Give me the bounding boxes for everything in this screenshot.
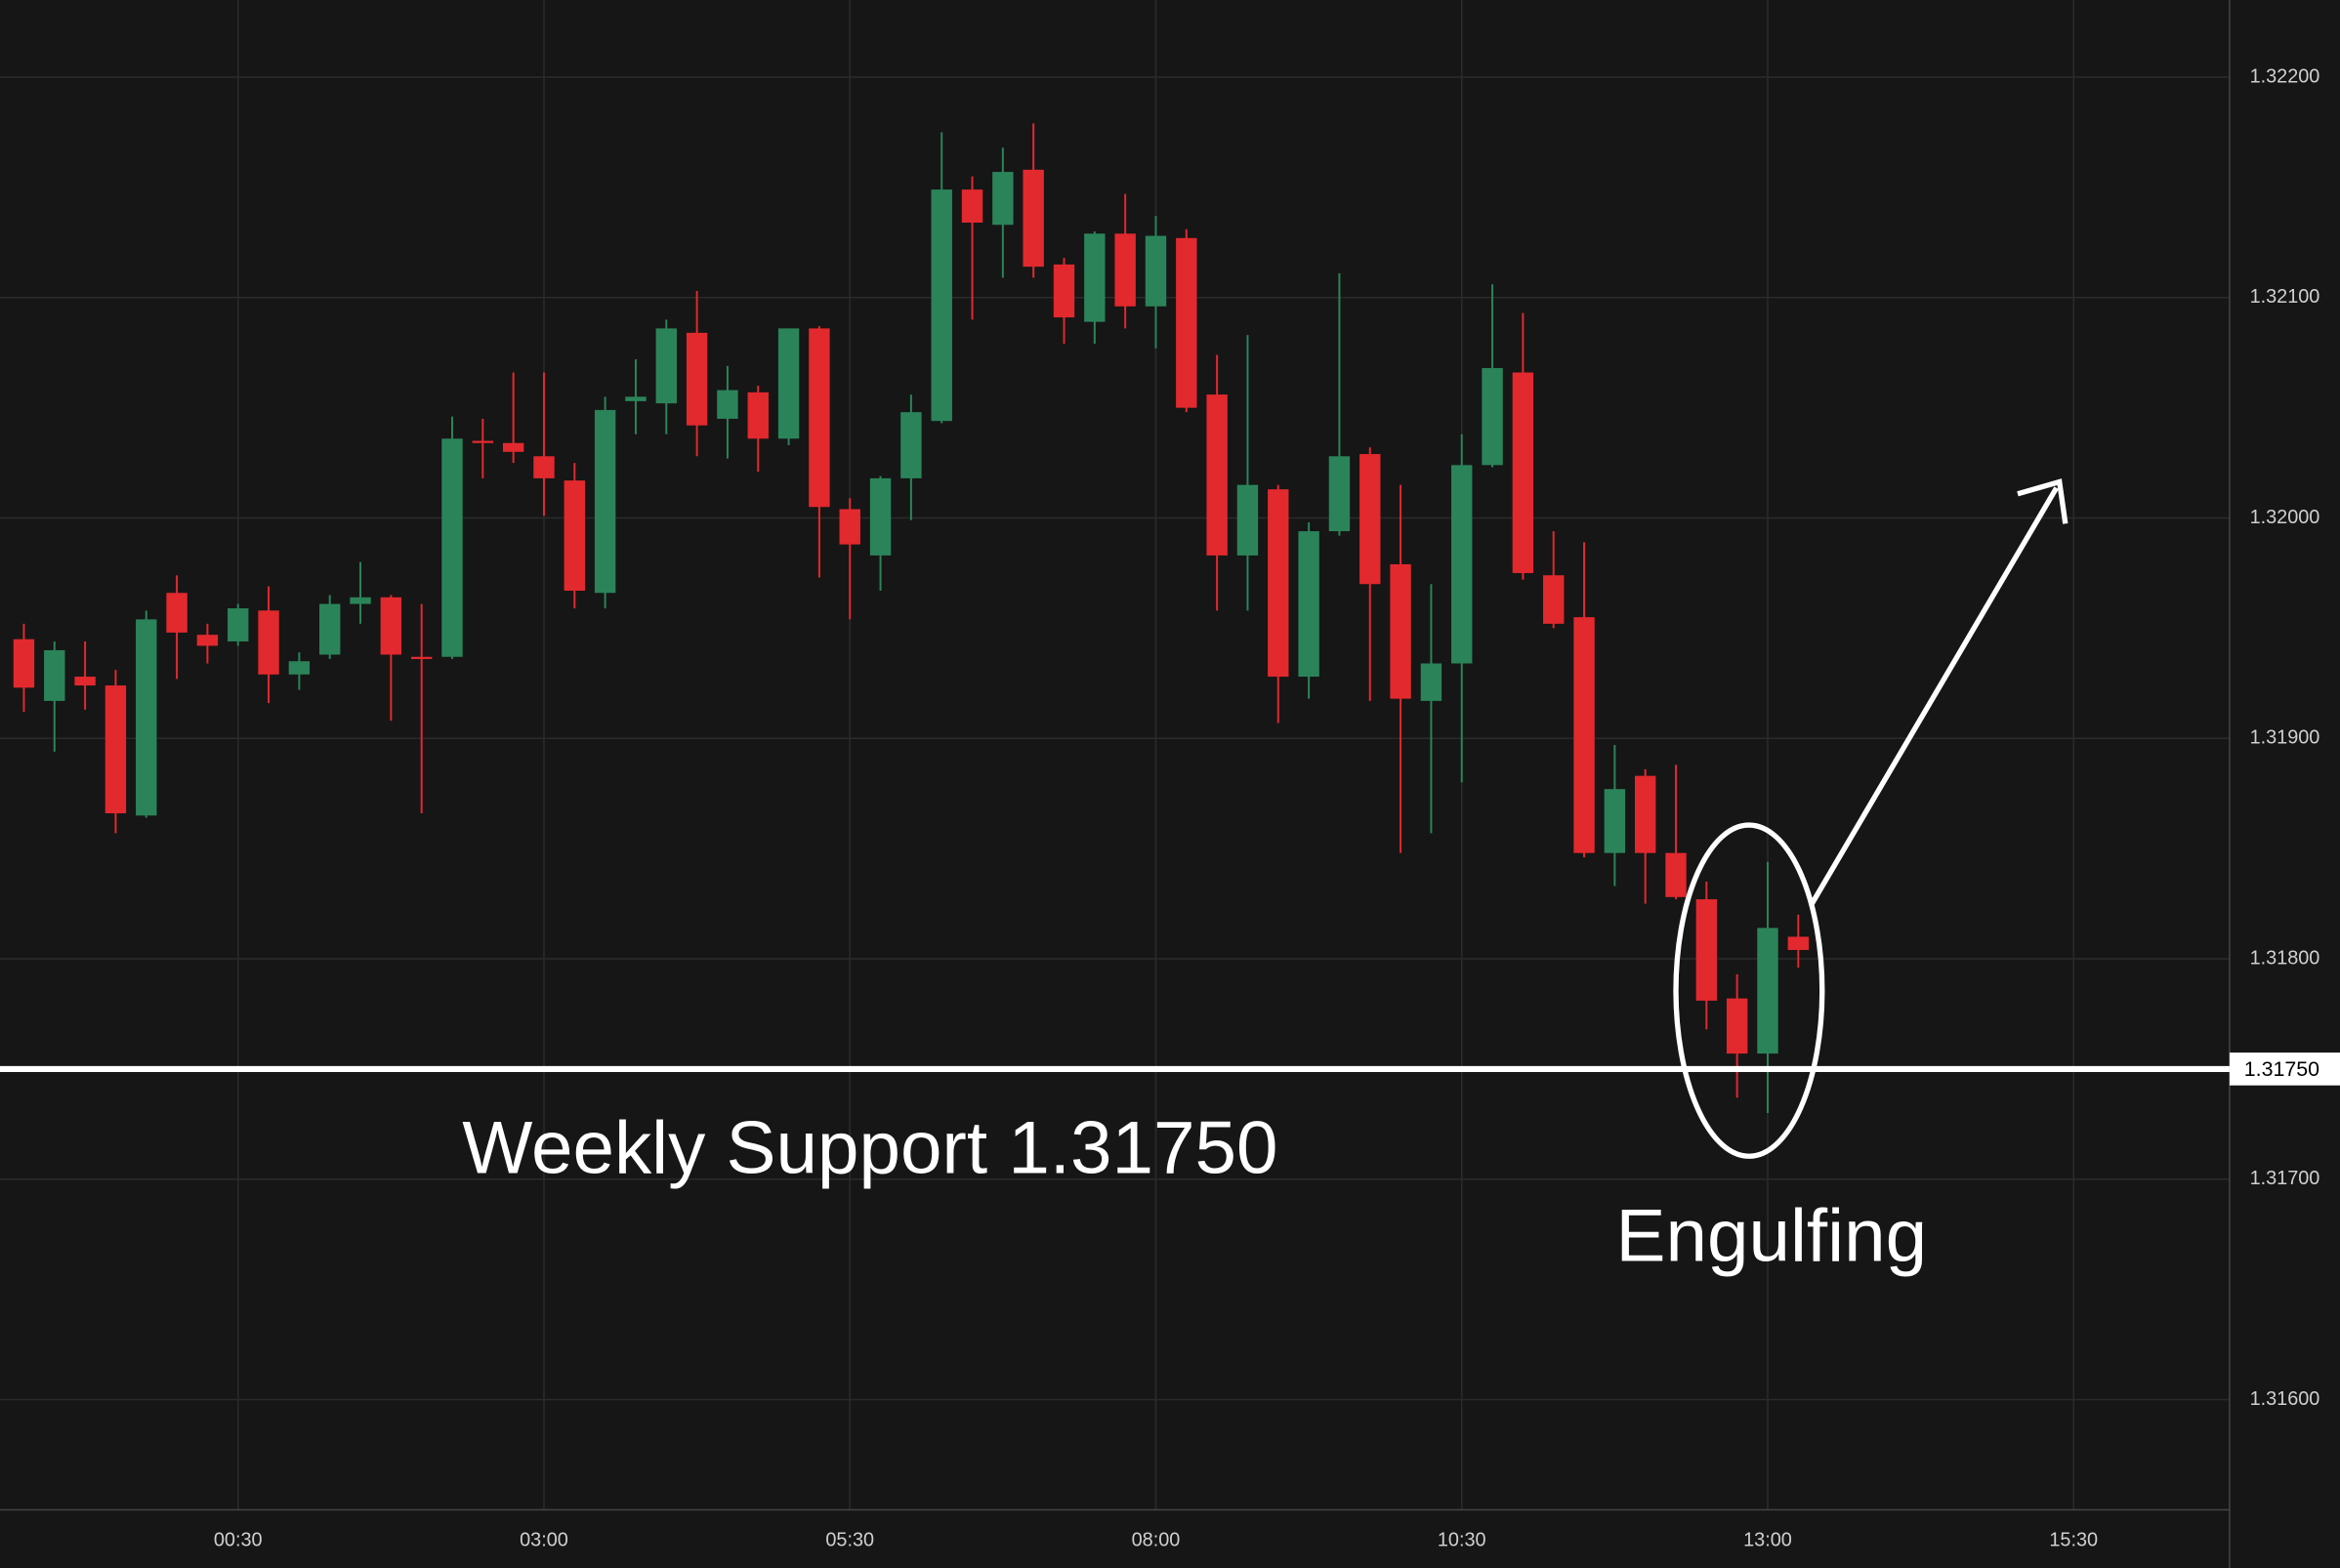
candle-body [288, 661, 311, 675]
candle-body [1328, 456, 1351, 532]
candle-body [747, 392, 769, 439]
candle-body [1604, 789, 1626, 853]
candle-body [1726, 998, 1748, 1054]
candle-body [258, 610, 279, 675]
candle-body [410, 656, 433, 660]
candle-body [1206, 394, 1228, 556]
candle-body [1298, 531, 1319, 678]
candle-body [196, 635, 219, 646]
candle-body [104, 685, 127, 814]
arrow-head [2017, 478, 2068, 524]
highlight-ellipse [1673, 822, 1825, 1159]
candle-body [1145, 235, 1167, 307]
candle-body [319, 603, 341, 655]
candle-body [380, 597, 402, 655]
candle-body [13, 639, 35, 688]
candle-body [655, 328, 677, 404]
price-label-box [2229, 1052, 2340, 1086]
candle-body [686, 332, 708, 426]
candle-body [1390, 563, 1411, 699]
candle-body [350, 597, 371, 604]
candle-body [1634, 775, 1656, 853]
candle-body [533, 456, 555, 478]
y-tick-label: 1.31600 [2250, 1388, 2320, 1410]
candle-body [1512, 372, 1534, 573]
x-tick-label: 13:00 [1743, 1530, 1792, 1551]
candle-body [1084, 233, 1106, 322]
candle-body [44, 649, 65, 701]
candle-body [441, 438, 463, 657]
candle-body [809, 328, 830, 508]
candle-body [717, 390, 738, 419]
candle-body [1573, 617, 1595, 853]
candle-body [1114, 233, 1136, 307]
candle-body [961, 189, 983, 224]
x-tick-label: 08:00 [1132, 1530, 1181, 1551]
candle-body [777, 328, 800, 439]
candle-body [1665, 852, 1687, 897]
candle-body [1482, 368, 1503, 466]
x-tick-label: 05:30 [825, 1530, 874, 1551]
candle-body [74, 677, 96, 686]
candle-body [900, 412, 922, 478]
y-tick-label: 1.32000 [2250, 507, 2320, 528]
annotation: Weekly Support 1.31750 [462, 1106, 1277, 1189]
candle-body [1053, 264, 1075, 318]
y-tick-label: 1.32200 [2250, 65, 2320, 87]
candle-body [869, 477, 892, 556]
candle-body [472, 440, 494, 443]
candles [13, 123, 1810, 1114]
candle-body [1757, 928, 1778, 1054]
x-tick-label: 10:30 [1438, 1530, 1486, 1551]
annotation: Engulfing [1616, 1195, 1928, 1278]
candle-body [502, 442, 524, 452]
y-tick-label: 1.32100 [2250, 286, 2320, 308]
candle-body [839, 509, 860, 545]
y-tick-label: 1.31900 [2250, 727, 2320, 749]
y-tick-label: 1.31700 [2250, 1168, 2320, 1189]
candle-body [1236, 484, 1259, 556]
candle-body [992, 172, 1014, 226]
candle-body [136, 619, 157, 816]
candle-body [166, 593, 188, 633]
candle-body [625, 396, 647, 401]
candle-body [228, 608, 249, 641]
candle-body [1543, 575, 1565, 624]
candle-body [1268, 489, 1289, 678]
candle-body [594, 409, 616, 594]
candle-body [1695, 899, 1718, 1001]
y-tick-label: 1.31800 [2250, 947, 2320, 969]
x-tick-label: 03:00 [520, 1530, 568, 1551]
price-label: 1.31750 [2244, 1057, 2319, 1081]
candle-body [564, 480, 585, 592]
candle-body [1787, 936, 1810, 950]
x-tick-label: 00:30 [214, 1530, 263, 1551]
candle-body [1176, 237, 1197, 408]
candle-body [931, 189, 952, 422]
arrow-shaft [1809, 486, 2059, 906]
candle-body [1451, 465, 1473, 664]
candle-body [1359, 454, 1381, 585]
candle-body [1023, 169, 1044, 268]
candle-body [1420, 663, 1442, 701]
x-tick-label: 15:30 [2049, 1530, 2098, 1551]
overlay: 1.31600 1.31700 1.31800 1.31900 1.32000 1.321… [0, 65, 2340, 1551]
